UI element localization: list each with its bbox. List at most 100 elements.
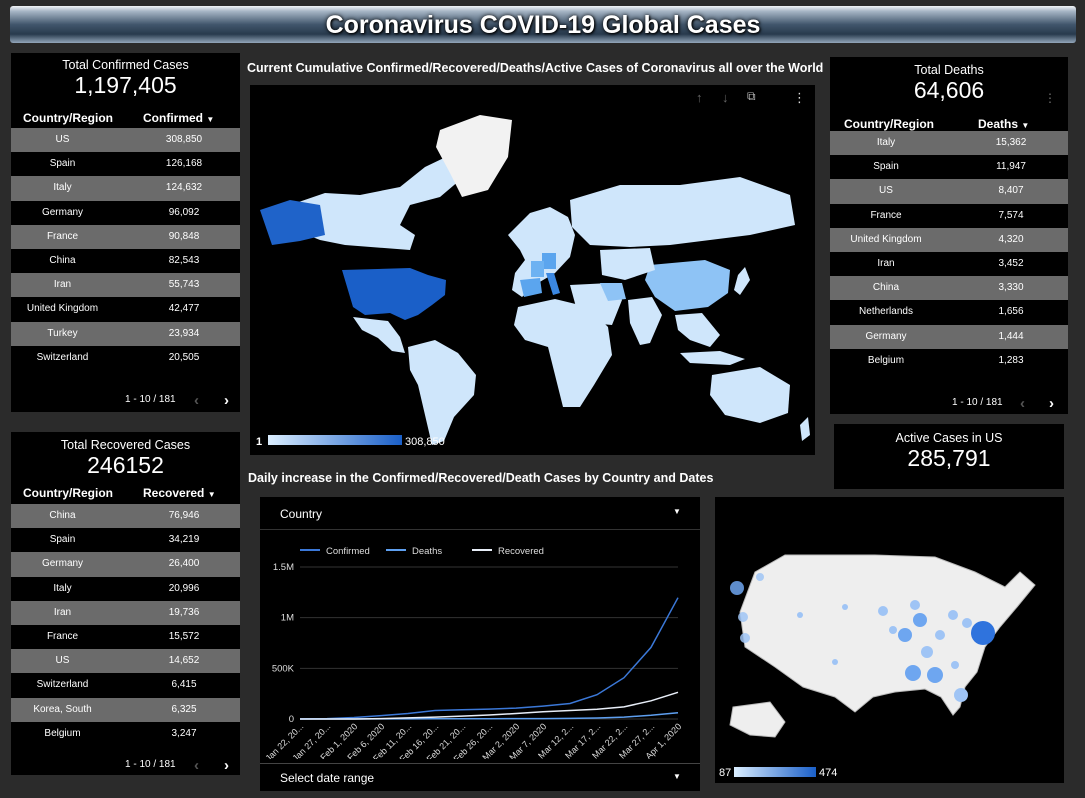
table-row[interactable]: France 90,848 [11,224,240,249]
daily-chart-title: Daily increase in the Confirmed/Recovere… [248,471,714,485]
iran-shape [600,283,626,301]
us-legend-min: 87 [719,767,731,779]
table-row[interactable]: Spain 126,168 [11,152,240,176]
germany-shape [542,253,556,269]
mexico-shape [353,317,405,353]
canada-shape [290,155,460,250]
row-value: 1,283 [998,354,1024,366]
table-row[interactable]: Iran 3,452 [830,252,1068,276]
col-confirmed-header[interactable]: Confirmed ▼ [143,111,215,125]
legend-label-confirmed: Confirmed [326,546,370,557]
expand-icon[interactable]: ⧉ [747,89,756,103]
row-value: 20,505 [168,351,200,363]
se-asia-shape [675,313,720,347]
country-filter-label: Country [280,507,323,521]
row-country: Netherlands [859,306,913,318]
row-country: Spain [49,158,76,170]
table-row[interactable]: Italy 124,632 [11,176,240,201]
row-country: US [879,185,893,197]
table-row[interactable]: Belgium 1,283 [830,349,1068,373]
col-country-header[interactable]: Country/Region [844,117,934,131]
row-country: Iran [53,606,72,618]
table-row[interactable]: Spain 11,947 [830,155,1068,179]
row-country: Germany [41,206,84,218]
chevron-right-icon[interactable]: › [224,757,229,774]
table-row[interactable]: Switzerland 20,505 [11,346,240,370]
row-country: Germany [41,558,84,570]
india-shape [628,297,662,345]
table-row[interactable]: Netherlands 1,656 [830,300,1068,324]
france-shape [531,261,544,277]
legend-label-deaths: Deaths [412,546,442,557]
table-row[interactable]: France 7,574 [830,204,1068,228]
table-row[interactable]: Turkey 23,934 [11,321,240,346]
table-row[interactable]: Spain 34,219 [11,528,240,552]
legend-label-recovered: Recovered [498,546,544,557]
recovered-table-header: Country/Region Recovered ▼ [11,482,240,502]
sort-down-icon: ▼ [207,490,216,499]
map-legend-max: 308,850 [405,436,445,448]
world-map[interactable]: 1 308,850 [250,85,815,455]
australia-shape [710,367,790,423]
us-bubble-map[interactable]: 87 474 [715,497,1064,783]
row-country: Germany [865,330,907,342]
table-row[interactable]: Iran 55,743 [11,273,240,298]
row-country: Spain [873,161,899,173]
row-country: US [55,655,70,667]
col-country-header[interactable]: Country/Region [23,111,113,125]
row-country: Iran [877,257,895,269]
row-country: Italy [53,582,72,594]
table-row[interactable]: China 3,330 [830,276,1068,301]
table-row[interactable]: Belgium 3,247 [11,722,240,746]
row-value: 3,247 [171,727,197,739]
us-map-panel[interactable]: 87 474 [715,497,1064,783]
table-row[interactable]: Korea, South 6,325 [11,697,240,722]
us-bubbles [730,573,995,702]
chevron-right-icon[interactable]: › [224,392,229,409]
spain-shape [520,278,542,297]
row-country: China [49,254,76,266]
table-row[interactable]: US 8,407 [830,179,1068,204]
table-row[interactable]: France 15,572 [11,625,240,649]
chevron-left-icon[interactable]: ‹ [194,392,199,409]
col-recovered-header[interactable]: Recovered ▼ [143,486,216,500]
arrow-up-icon[interactable]: ↑ [696,90,703,105]
row-value: 23,934 [168,327,200,339]
chevron-left-icon[interactable]: ‹ [194,757,199,774]
more-vert-icon[interactable]: ⋮ [1044,91,1056,105]
recovered-table: China 76,946 Spain 34,219 Germany 26,400 Italy… [11,504,240,746]
arrow-down-icon[interactable]: ↓ [722,90,729,105]
recovered-value: 246152 [87,452,164,478]
more-vert-icon[interactable]: ⋮ [793,90,806,105]
table-row[interactable]: China 76,946 [11,504,240,529]
us-legend-bar [734,767,816,777]
row-value: 1,656 [998,306,1024,318]
table-row[interactable]: Italy 20,996 [11,577,240,601]
active-us-panel: Active Cases in US 285,791 [834,424,1064,489]
date-range-filter[interactable]: Select date range ▼ [260,763,700,792]
table-row[interactable]: Switzerland 6,415 [11,673,240,697]
confirmed-panel: Total Confirmed Cases 1,197,405 Country/… [11,53,240,412]
world-map-title: Current Cumulative Confirmed/Recovered/D… [247,61,824,75]
world-map-panel[interactable]: ↑ ↓ ⧉ ⋮ 1 [250,85,815,455]
col-country-header[interactable]: Country/Region [23,486,113,500]
row-country: Turkey [47,327,78,339]
table-row[interactable]: Germany 96,092 [11,201,240,225]
chevron-left-icon[interactable]: ‹ [1020,395,1025,412]
table-row[interactable]: Italy 15,362 [830,131,1068,156]
table-row[interactable]: Germany 1,444 [830,324,1068,349]
new-zealand-shape [800,417,810,441]
table-row[interactable]: US 308,850 [11,128,240,153]
chevron-right-icon[interactable]: › [1049,395,1054,412]
table-row[interactable]: US 14,652 [11,649,240,674]
col-deaths-header[interactable]: Deaths ▼ [978,117,1030,131]
row-value: 308,850 [165,134,203,145]
country-filter[interactable]: Country ▼ [260,497,700,530]
row-value: 42,477 [168,303,200,315]
table-row[interactable]: Iran 19,736 [11,600,240,625]
table-row[interactable]: Germany 26,400 [11,552,240,577]
table-row[interactable]: China 82,543 [11,249,240,273]
table-row[interactable]: United Kingdom 4,320 [830,227,1068,252]
table-row[interactable]: United Kingdom 42,477 [11,297,240,321]
alaska-shape [729,701,786,738]
